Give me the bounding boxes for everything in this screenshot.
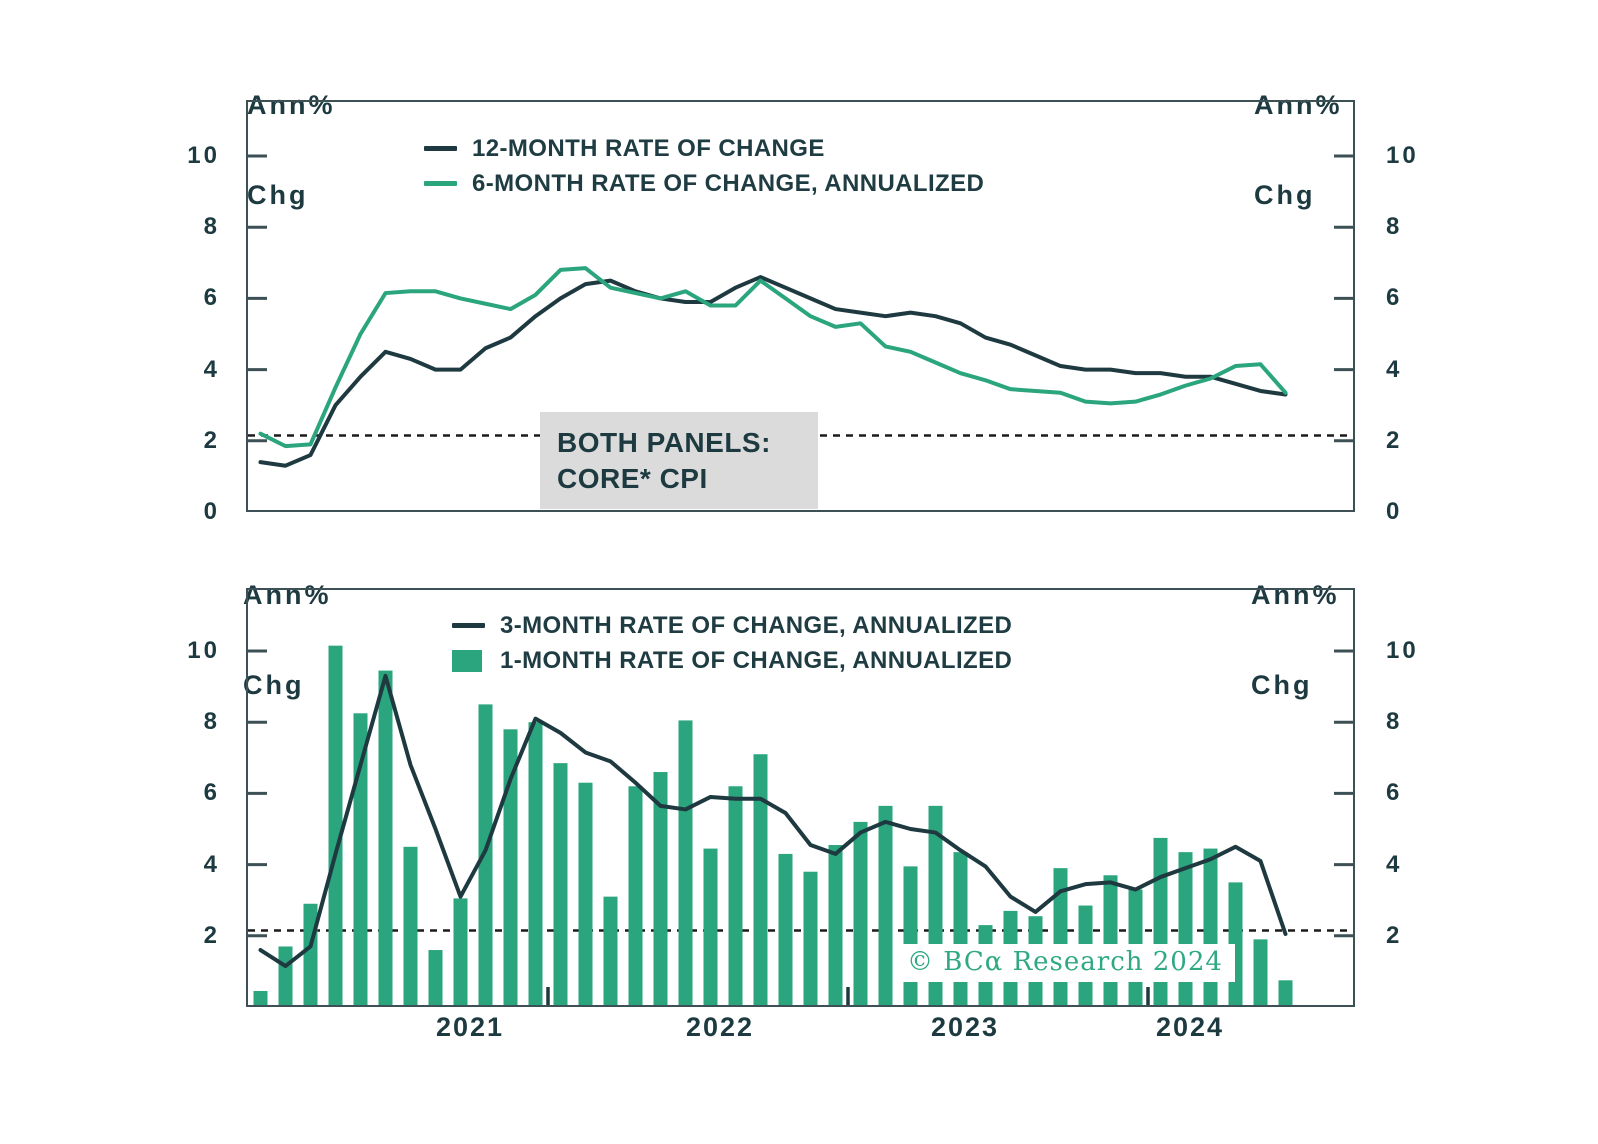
y-axis-unit-label-bottom-left: Ann% Chg [243,520,332,760]
bar-2024-03 [1203,848,1218,1006]
both-panels-note: BOTH PANELS: CORE* CPI [540,412,818,509]
bar-2022-01 [553,763,568,1006]
bar-2021-01 [253,990,268,1006]
y-axis-tick-label-right-10: 10 [1386,142,1419,169]
y-axis-tick-label-left-2: 2 [203,921,220,949]
y-axis-tick-label-right-10: 10 [1386,637,1419,664]
legend-label: 6-MONTH RATE OF CHANGE, ANNUALIZED [472,169,985,197]
bar-2022-10 [778,853,793,1006]
bar-2021-05 [353,713,368,1006]
bar-2021-06 [378,670,393,1006]
y-axis-tick-label-right-0: 0 [1386,498,1403,525]
bottom-panel-legend: 3-MONTH RATE OF CHANGE, ANNUALIZED 1-MON… [452,608,1012,678]
y-axis-tick-label-left-4: 4 [203,850,220,878]
y-axis-tick-label-left-6: 6 [203,779,220,807]
unit-label-line1: Ann% [1254,90,1343,120]
bar-2022-12 [828,845,843,1006]
y-axis-tick-label-left-10: 10 [187,142,220,169]
bar-2021-03 [303,903,318,1006]
bar-2023-11 [1103,875,1118,1006]
y-axis-tick-label-right-6: 6 [1386,779,1403,807]
legend-label: 3-MONTH RATE OF CHANGE, ANNUALIZED [500,611,1013,639]
x-axis-year-label-2024: 2024 [1155,1012,1225,1042]
bar-2023-03 [903,866,918,1006]
y-axis-tick-label-left-10: 10 [187,637,220,664]
bar-2021-11 [503,729,518,1006]
unit-label-line2: Chg [247,180,309,210]
line-6-MONTH RATE OF CHANGE, ANNUALIZED [258,266,1288,449]
y-axis-tick-label-left-6: 6 [203,284,220,312]
note-line1: BOTH PANELS: [557,427,771,458]
plot-border [246,588,1355,1007]
bar-2022-05 [653,772,668,1006]
bar-2022-11 [803,871,818,1006]
bar-2023-05 [953,852,968,1006]
bar-2024-05 [1253,939,1268,1006]
bar-2022-08 [728,786,743,1006]
y-axis-tick-label-right-4: 4 [1386,355,1403,383]
bar-2021-12 [528,722,543,1006]
legend-item-6-month: 6-MONTH RATE OF CHANGE, ANNUALIZED [424,166,984,201]
y-axis-unit-label-bottom-right: Ann% Chg [1251,520,1340,760]
y-axis-tick-label-right-4: 4 [1386,850,1403,878]
bar-2022-06 [678,720,693,1006]
plot-border [246,100,1355,512]
bar-2022-02 [578,782,593,1006]
bar-2022-03 [603,896,618,1006]
y-axis-unit-label-top-right: Ann% Chg [1254,30,1343,270]
bar-2022-09 [753,754,768,1006]
line-swatch-dark-icon [452,623,485,628]
note-line2: CORE* CPI [557,463,708,494]
y-axis-tick-label-right-8: 8 [1386,708,1403,736]
bar-2021-09 [453,898,468,1006]
bar-2023-02 [878,805,893,1006]
unit-label-line2: Chg [1254,180,1316,210]
legend-label: 1-MONTH RATE OF CHANGE, ANNUALIZED [500,646,1013,674]
y-axis-tick-label-left-8: 8 [203,213,220,241]
y-axis-tick-label-right-2: 2 [1386,921,1403,949]
bar-2022-07 [703,848,718,1006]
bar-2024-06 [1278,980,1293,1006]
unit-label-line1: Ann% [243,580,332,610]
bar-2024-02 [1178,852,1193,1006]
legend-label: 12-MONTH RATE OF CHANGE [472,134,825,162]
unit-label-line1: Ann% [247,90,336,120]
y-axis-unit-label-top-left: Ann% Chg [247,30,336,270]
bar-2023-01 [853,821,868,1006]
bar-2021-07 [403,846,418,1006]
legend-item-3-month: 3-MONTH RATE OF CHANGE, ANNUALIZED [452,608,1012,643]
x-axis-year-label-2021: 2021 [435,1012,505,1042]
y-axis-tick-label-left-0: 0 [203,498,220,525]
unit-label-line1: Ann% [1251,580,1340,610]
y-axis-tick-label-right-2: 2 [1386,426,1403,454]
y-axis-tick-label-left-4: 4 [203,355,220,383]
bar-2021-02 [278,946,293,1006]
line-swatch-dark-icon [424,146,457,151]
legend-item-1-month: 1-MONTH RATE OF CHANGE, ANNUALIZED [452,643,1012,678]
x-axis-year-label-2023: 2023 [930,1012,1000,1042]
top-panel-legend: 12-MONTH RATE OF CHANGE 6-MONTH RATE OF … [424,131,984,201]
bar-2022-04 [628,786,643,1006]
bar-2021-04 [328,645,343,1006]
line-12-MONTH RATE OF CHANGE [258,275,1288,468]
y-axis-tick-label-right-8: 8 [1386,213,1403,241]
bar-2021-08 [428,950,443,1006]
y-axis-tick-label-left-2: 2 [203,426,220,454]
bar-swatch-green-icon [452,649,482,672]
line-swatch-green-icon [424,181,457,186]
y-axis-tick-label-right-6: 6 [1386,284,1403,312]
y-axis-tick-label-left-8: 8 [203,708,220,736]
unit-label-line2: Chg [243,670,305,700]
legend-item-12-month: 12-MONTH RATE OF CHANGE [424,131,984,166]
unit-label-line2: Chg [1251,670,1313,700]
line-3-MONTH RATE OF CHANGE, ANNUALIZED [258,673,1288,969]
bar-2021-10 [478,704,493,1006]
watermark-bca-research: © BCα Research 2024 [897,944,1235,982]
x-axis-year-label-2022: 2022 [685,1012,755,1042]
